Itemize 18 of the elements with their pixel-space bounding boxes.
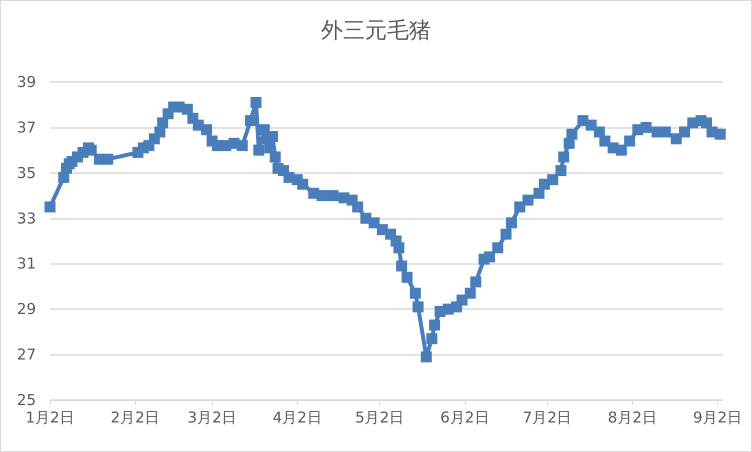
x-tick-label: 1月2日	[25, 408, 75, 426]
y-tick-label: 39	[16, 73, 36, 91]
y-tick-label: 31	[16, 254, 36, 273]
y-tick-label: 37	[16, 118, 36, 136]
x-tick-label: 3月2日	[188, 408, 237, 426]
y-tick-label: 33	[16, 209, 36, 228]
x-tick-label: 8月2日	[608, 408, 657, 426]
y-tick-label: 35	[16, 164, 36, 182]
x-tick-label: 9月2日	[692, 408, 742, 426]
x-tick-label: 2月2日	[110, 408, 160, 426]
x-tick-label: 6月2日	[440, 408, 490, 426]
x-tick-label: 5月2日	[355, 408, 404, 426]
chart-title: 外三元毛猪	[321, 18, 431, 44]
x-tick-label: 7月2日	[522, 408, 572, 426]
x-tick-label: 4月2日	[272, 408, 322, 426]
y-tick-label: 25	[16, 391, 36, 409]
y-tick-label: 27	[16, 346, 36, 364]
y-tick-label: 29	[16, 300, 36, 318]
